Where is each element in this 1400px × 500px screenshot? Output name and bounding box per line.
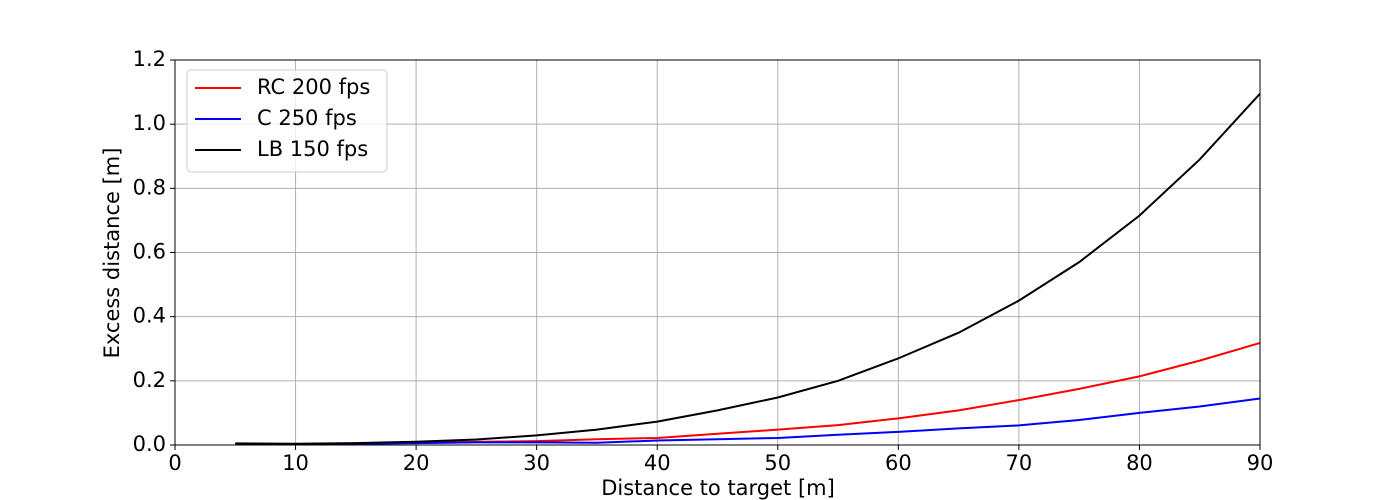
x-tick-label: 80 [1126, 451, 1153, 475]
data-line [235, 397, 1261, 446]
x-tick-label: 60 [885, 451, 912, 475]
x-tick-label: 30 [523, 451, 550, 475]
x-tick-label: 70 [1006, 451, 1033, 475]
legend-label: RC 200 fps [257, 75, 370, 99]
x-tick-label: 0 [168, 451, 181, 475]
legend-label: LB 150 fps [257, 137, 368, 161]
x-tick-label: 10 [282, 451, 309, 475]
plot-frame [174, 59, 1261, 446]
x-tick-label: 90 [1247, 451, 1274, 475]
y-tick-label: 0.2 [133, 368, 166, 392]
y-tick-label: 0.4 [133, 304, 166, 328]
y-tick-label: 1.0 [133, 111, 166, 135]
y-axis-label: Excess distance [m] [100, 148, 124, 359]
y-tick-label: 0.0 [133, 432, 166, 456]
y-tick-label: 0.6 [133, 240, 166, 264]
data-line [235, 93, 1261, 445]
x-tick-label: 50 [764, 451, 791, 475]
x-tick-label: 40 [644, 451, 671, 475]
y-tick-label: 0.8 [133, 175, 166, 199]
x-tick-label: 20 [403, 451, 430, 475]
y-tick-label: 1.2 [133, 47, 166, 71]
legend-label: C 250 fps [257, 106, 357, 130]
legend-box [186, 69, 388, 173]
data-line [235, 342, 1261, 446]
x-axis-label: Distance to target [m] [601, 476, 835, 500]
